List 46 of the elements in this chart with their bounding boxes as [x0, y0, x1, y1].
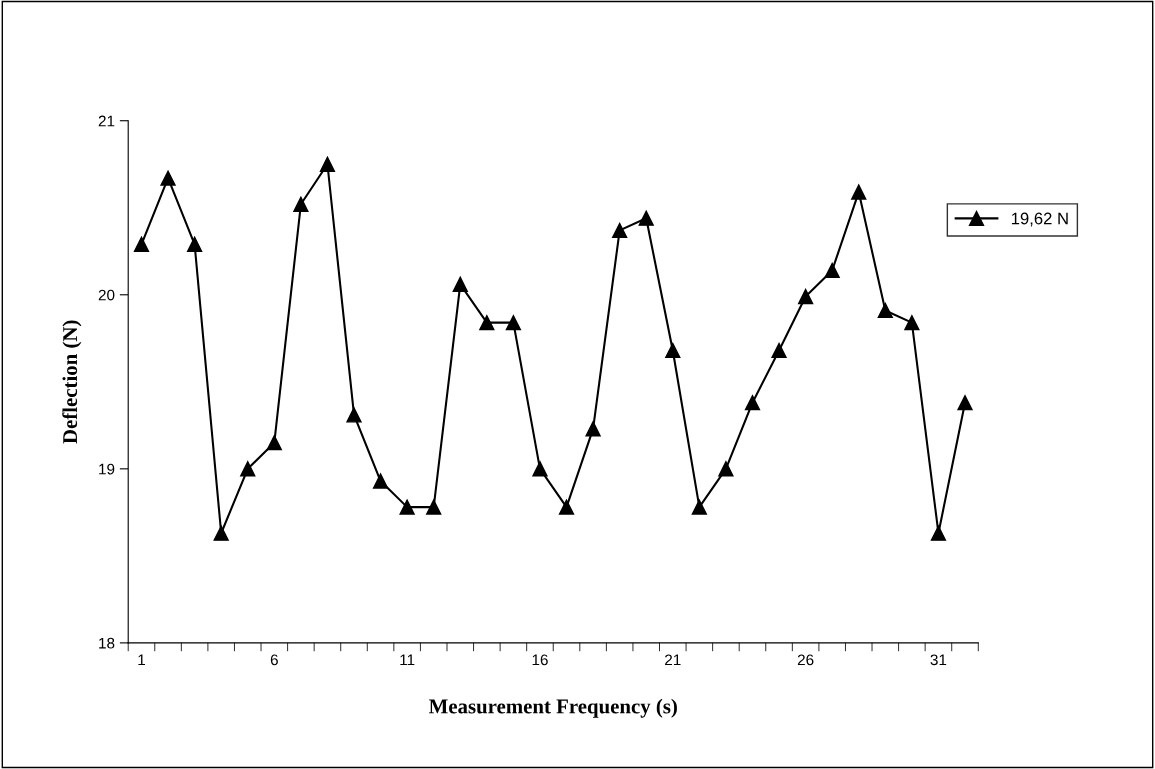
point	[797, 288, 814, 305]
point	[930, 525, 947, 541]
point	[824, 262, 840, 279]
point	[904, 314, 920, 331]
point	[160, 170, 176, 186]
point	[293, 196, 309, 212]
x-tick-label: 31	[930, 654, 947, 666]
y-tick-label: 21	[98, 115, 115, 127]
point	[372, 473, 389, 489]
point	[957, 395, 973, 411]
point	[319, 156, 336, 172]
point	[585, 421, 601, 437]
point	[771, 342, 787, 359]
point	[452, 276, 468, 292]
point	[851, 184, 867, 200]
point	[399, 499, 415, 515]
y-tick-label: 19	[99, 463, 115, 475]
point	[665, 342, 681, 359]
point	[479, 314, 495, 331]
x-tick-label: 11	[400, 654, 415, 666]
point	[266, 435, 282, 451]
point	[346, 407, 362, 423]
legend-label: 19,62 N	[1011, 212, 1068, 227]
point	[744, 395, 761, 411]
x-tick-label: 21	[665, 654, 681, 666]
point	[877, 302, 893, 319]
x-tick-label: 26	[797, 654, 814, 666]
y-tick-label: 18	[99, 637, 115, 649]
point	[718, 461, 734, 477]
point	[638, 210, 654, 226]
x-axis-title: Measurement Frequency (s)	[429, 698, 677, 718]
point	[532, 461, 548, 477]
point	[505, 314, 522, 331]
point	[612, 222, 628, 239]
point	[558, 499, 575, 515]
point	[213, 525, 229, 541]
point	[240, 461, 256, 477]
x-tick-label: 6	[270, 654, 278, 666]
point	[186, 236, 203, 252]
point	[426, 499, 442, 515]
x-tick-label: 16	[532, 654, 548, 666]
point	[691, 499, 707, 515]
point	[133, 236, 150, 252]
y-axis-title: Deflection (N)	[62, 320, 82, 444]
y-tick-label: 20	[98, 289, 115, 301]
x-tick-label: 1	[138, 654, 145, 666]
